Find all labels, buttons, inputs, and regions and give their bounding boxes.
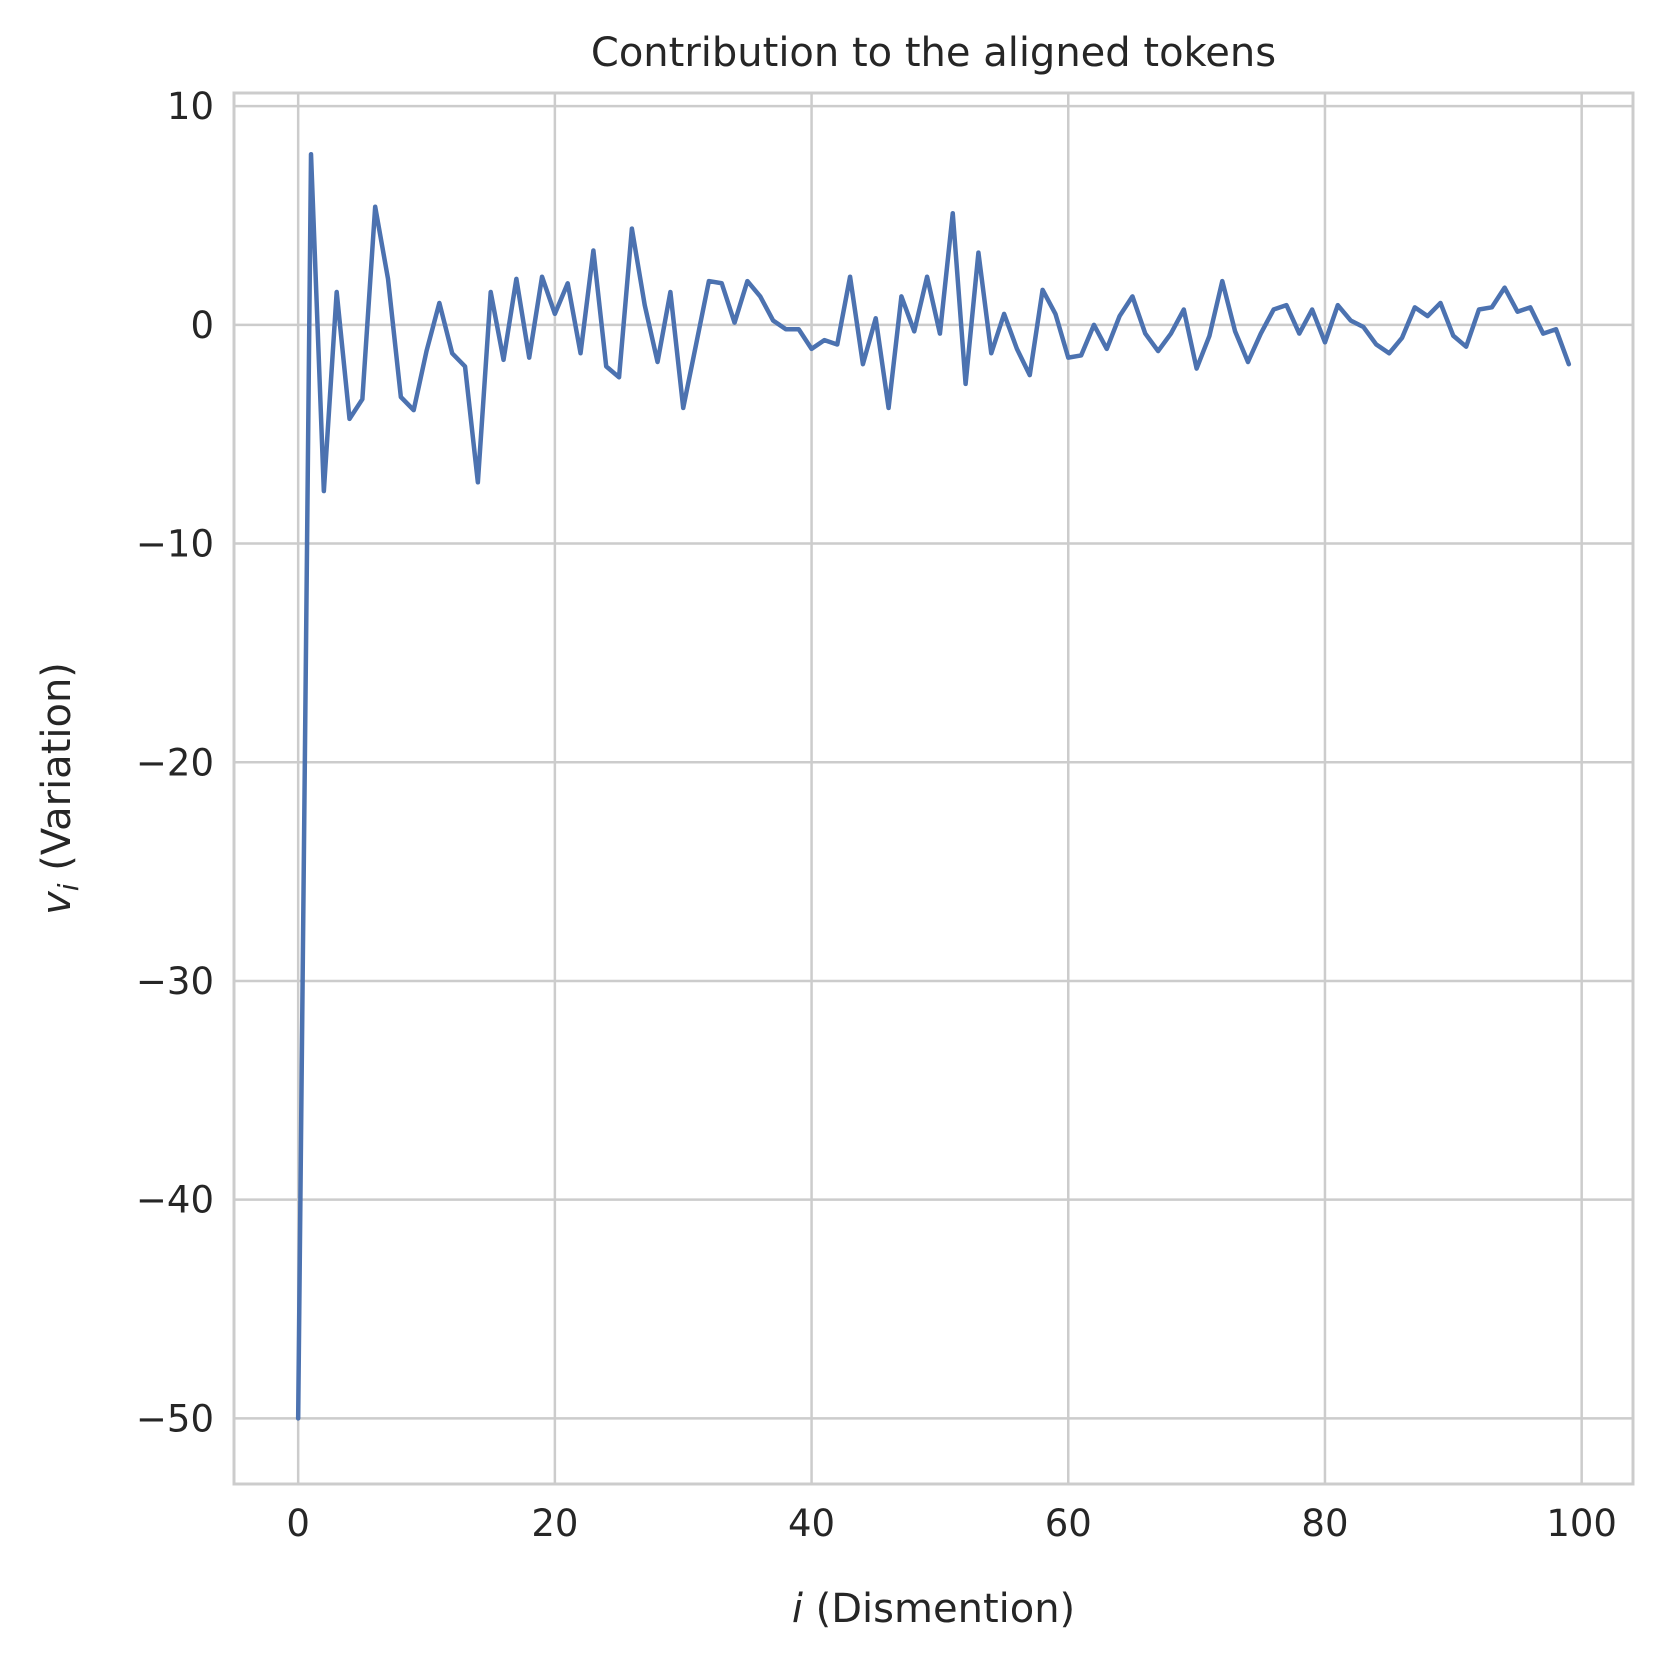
horizontal-gridlines: [234, 104, 1633, 1420]
x-tick-label: 100: [1546, 1502, 1617, 1545]
y-tick-label: −20: [136, 741, 214, 784]
x-tick-label: 0: [286, 1502, 310, 1545]
y-tick-label: −10: [136, 523, 214, 566]
x-tick-labels: 0 20 40 60 80 100: [286, 1502, 1617, 1545]
chart-title: Contribution to the aligned tokens: [591, 30, 1276, 76]
x-tick-label: 80: [1301, 1502, 1348, 1545]
x-axis-variable: i: [792, 1586, 803, 1632]
x-tick-label: 20: [531, 1502, 578, 1545]
series-layer: [295, 151, 1572, 1421]
x-tick-label: 60: [1045, 1502, 1092, 1545]
x-axis-title: i (Dismention): [792, 1586, 1075, 1632]
y-axis-title: vi (Variation): [34, 662, 85, 915]
y-tick-label: −40: [136, 1179, 214, 1222]
y-tick-label: 10: [167, 85, 214, 128]
y-tick-label: −30: [136, 960, 214, 1003]
x-axis-text: (Dismention): [803, 1586, 1075, 1632]
y-tick-label: 0: [190, 304, 214, 347]
plot-frame: [232, 91, 1635, 1486]
y-axis-variable: v: [34, 890, 80, 915]
series-line: [295, 151, 1572, 1421]
y-tick-label: −50: [136, 1397, 214, 1440]
y-axis-text: (Variation): [34, 662, 80, 883]
y-axis-subscript: i: [52, 883, 85, 891]
y-tick-labels: 10 0 −10 −20 −30 −40 −50: [136, 85, 214, 1440]
x-tick-label: 40: [788, 1502, 835, 1545]
